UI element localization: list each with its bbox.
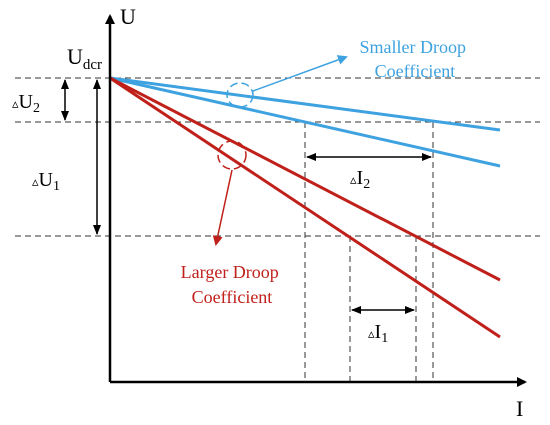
delta-u2-label: ▵U2: [12, 91, 40, 116]
blue-droop-line-1: [109, 76, 501, 132]
delta-i1-label: ▵I1: [368, 321, 388, 346]
blue-droop-line-2: [109, 76, 501, 168]
delta-u1-label: ▵U1: [32, 169, 60, 194]
larger-droop-label: Larger Droop Coefficient: [181, 262, 284, 307]
x-axis-label: I: [516, 396, 523, 421]
delta-i2-label: ▵I2: [350, 167, 370, 192]
red-droop-line-1: [109, 76, 501, 282]
smaller-droop-pointer-arrow: [252, 55, 348, 92]
larger-droop-pointer-arrow: [212, 169, 233, 246]
y-axis-label: U: [120, 4, 136, 29]
smaller-droop-marker-ellipse: [226, 82, 254, 108]
udcr-label: Udcr: [67, 44, 102, 73]
red-droop-line-2: [109, 76, 501, 339]
larger-droop-marker-ellipse: [217, 140, 247, 170]
smaller-droop-label: Smaller Droop Coefficient: [360, 37, 471, 81]
